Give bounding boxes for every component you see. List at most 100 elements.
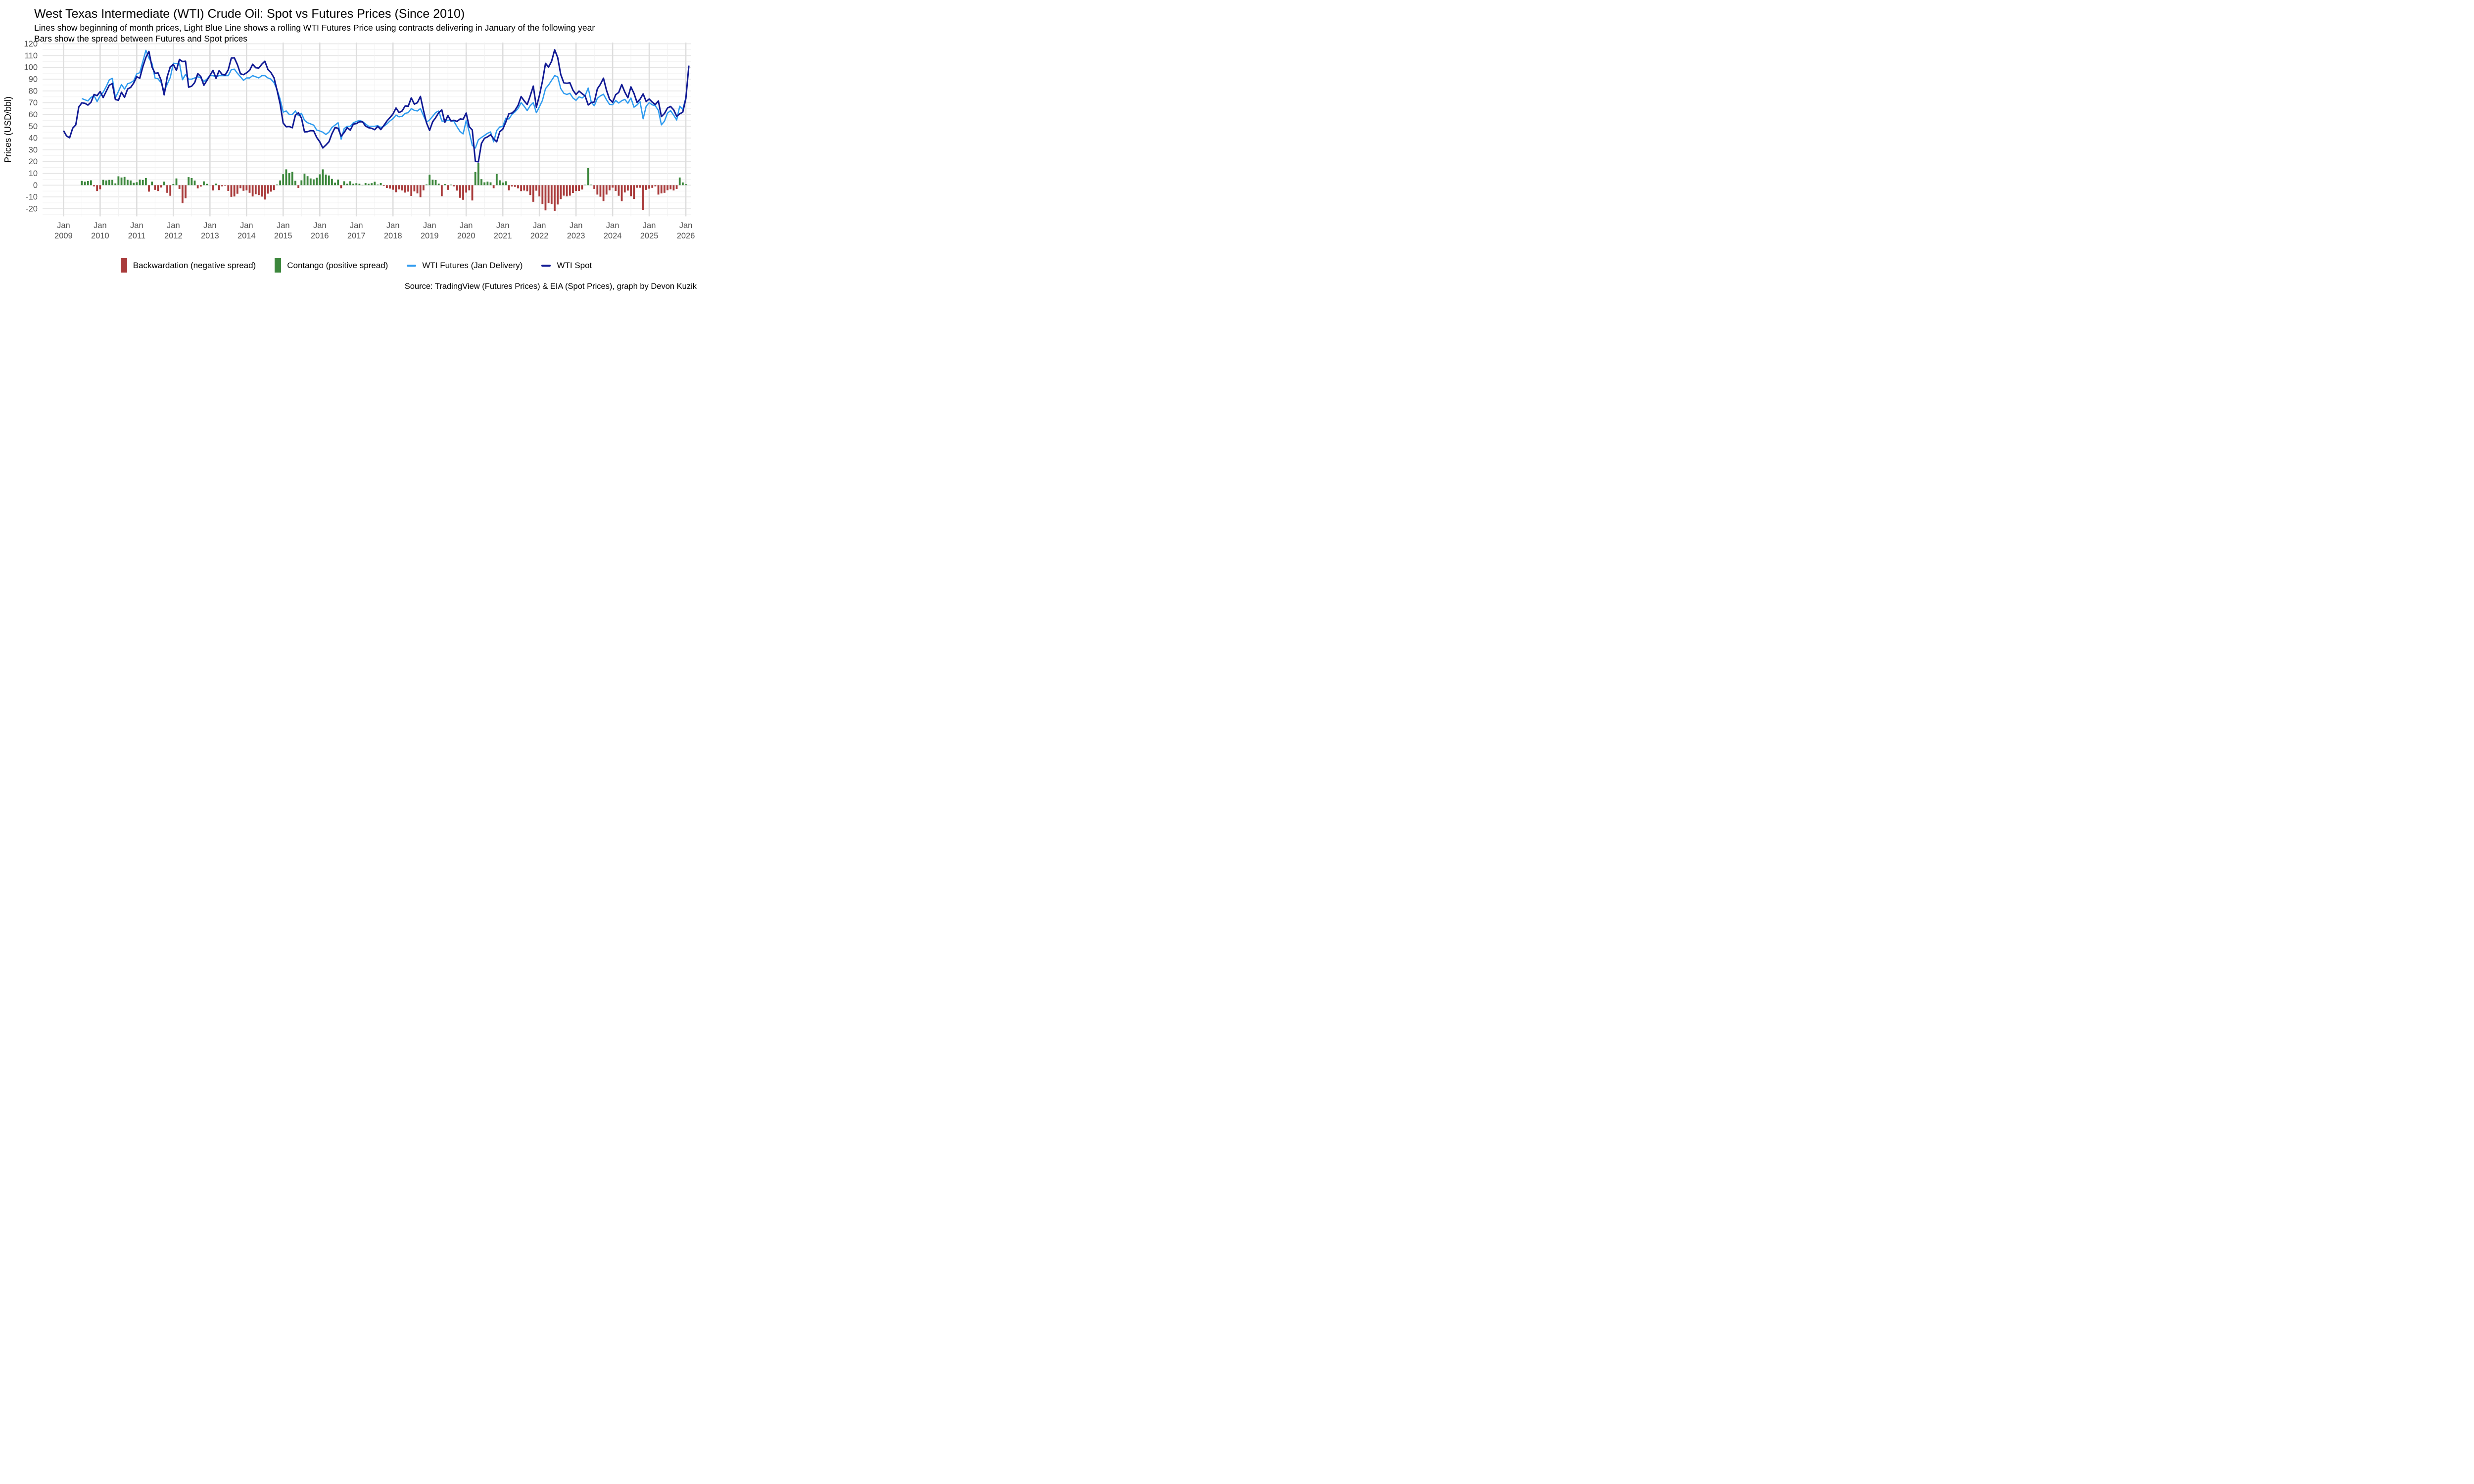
contango-bar <box>349 181 351 186</box>
contango-bar <box>364 183 367 186</box>
y-axis-labels: -20 -10 0 10 20 30 40 50 60 70 80 90 100 110 120 <box>24 40 38 213</box>
contango-bar <box>374 182 376 186</box>
x-tick-label-month: Jan <box>423 221 436 230</box>
x-tick-label-year: 2009 <box>54 232 73 240</box>
x-tick-label-year: 2024 <box>604 232 622 240</box>
x-tick-label-month: Jan <box>313 221 327 230</box>
x-axis-labels: Jan 2009 Jan 2010 Jan 2011 Jan 2012 Jan 2013 Jan 20… <box>54 221 695 240</box>
contango-bar <box>84 182 86 186</box>
backwardation-bar <box>440 185 443 196</box>
contango-bar <box>172 184 175 186</box>
contango-bar <box>87 181 89 186</box>
backwardation-bar <box>636 185 638 188</box>
backwardation-bar <box>416 185 419 193</box>
backwardation-bar <box>178 185 181 189</box>
contango-bar <box>309 178 312 186</box>
contango-bar <box>306 176 309 186</box>
contango-bar <box>346 184 348 186</box>
backwardation-bar <box>664 185 666 193</box>
legend-item-backwardation: Backwardation (negative spread) <box>120 258 256 273</box>
source-note: Source: TradingView (Futures Prices) & E… <box>404 282 697 291</box>
backwardation-bar <box>230 185 233 197</box>
x-tick-label-month: Jan <box>94 221 107 230</box>
y-tick-label: 100 <box>24 63 38 72</box>
backwardation-bar <box>599 185 602 197</box>
backwardation-bar <box>675 185 678 189</box>
backwardation-bar <box>166 185 168 193</box>
contango-bar <box>81 181 83 186</box>
contango-bar <box>368 184 370 186</box>
contango-bar <box>505 181 507 186</box>
x-tick-label-year: 2016 <box>311 232 329 240</box>
backwardation-bar <box>239 185 241 188</box>
contango-bar <box>291 172 293 186</box>
backwardation-bar <box>657 185 660 195</box>
contango-bar <box>313 179 315 186</box>
legend-item-futures: WTI Futures (Jan Delivery) <box>407 261 523 271</box>
backwardation-bar <box>660 185 663 193</box>
backwardation-bar <box>407 185 409 192</box>
contango-bar <box>123 177 126 186</box>
backwardation-bar <box>233 185 236 197</box>
backwardation-bar <box>245 185 248 190</box>
x-tick-label-year: 2013 <box>201 232 219 240</box>
contango-bar <box>203 181 205 186</box>
y-tick-label: 20 <box>29 157 38 166</box>
x-tick-label-month: Jan <box>167 221 180 230</box>
contango-bar <box>300 180 303 186</box>
backwardation-bar <box>538 185 541 197</box>
legend-label-contango: Contango (positive spread) <box>287 260 388 270</box>
x-tick-label-month: Jan <box>570 221 583 230</box>
backwardation-bar <box>615 185 617 191</box>
x-tick-label-month: Jan <box>57 221 70 230</box>
backwardation-bar <box>547 185 550 203</box>
contango-bar <box>483 182 486 186</box>
x-tick-label-year: 2010 <box>91 232 109 240</box>
contango-bar <box>163 182 165 186</box>
backwardation-bar <box>517 185 519 188</box>
backwardation-bar <box>566 185 568 196</box>
backwardation-bar <box>468 185 471 190</box>
backwardation-bar <box>410 185 413 196</box>
x-tick-label-year: 2014 <box>238 232 256 240</box>
backwardation-bar <box>422 185 425 190</box>
backwardation-bar <box>447 185 449 190</box>
x-tick-label-year: 2011 <box>128 232 145 240</box>
contango-bar <box>285 169 287 186</box>
legend-swatch-contango-square <box>275 258 282 273</box>
backwardation-bar <box>514 185 516 187</box>
backwardation-bar <box>413 185 416 191</box>
backwardation-bar <box>224 185 227 186</box>
contango-bar <box>334 183 336 186</box>
contango-bar <box>206 184 208 186</box>
backwardation-bar <box>96 185 98 191</box>
backwardation-bar <box>654 185 657 186</box>
backwardation-bar <box>258 185 260 195</box>
backwardation-bar <box>596 185 599 195</box>
backwardation-bar <box>669 185 672 189</box>
backwardation-bar <box>532 185 534 202</box>
y-tick-label: 120 <box>24 40 38 48</box>
y-tick-label: 40 <box>29 134 38 143</box>
backwardation-bar <box>575 185 577 191</box>
backwardation-bar <box>459 185 461 198</box>
contango-bar <box>502 183 504 186</box>
backwardation-bar <box>297 185 300 188</box>
backwardation-bar <box>563 185 565 196</box>
contango-bar <box>331 179 333 186</box>
backwardation-bar <box>221 185 223 186</box>
backwardation-bar <box>169 185 172 196</box>
backwardation-bar <box>593 185 596 189</box>
contango-bar <box>130 180 132 186</box>
backwardation-bar <box>419 185 422 197</box>
legend-label-spot: WTI Spot <box>557 260 592 270</box>
backwardation-bar <box>645 185 647 190</box>
contango-bar <box>111 180 113 186</box>
backwardation-bar <box>404 185 406 193</box>
contango-bar <box>139 180 141 186</box>
contango-bar <box>136 182 138 186</box>
backwardation-bar <box>242 185 245 191</box>
backwardation-bar <box>578 185 580 191</box>
contango-bar <box>474 172 476 186</box>
backwardation-bar <box>160 185 162 188</box>
